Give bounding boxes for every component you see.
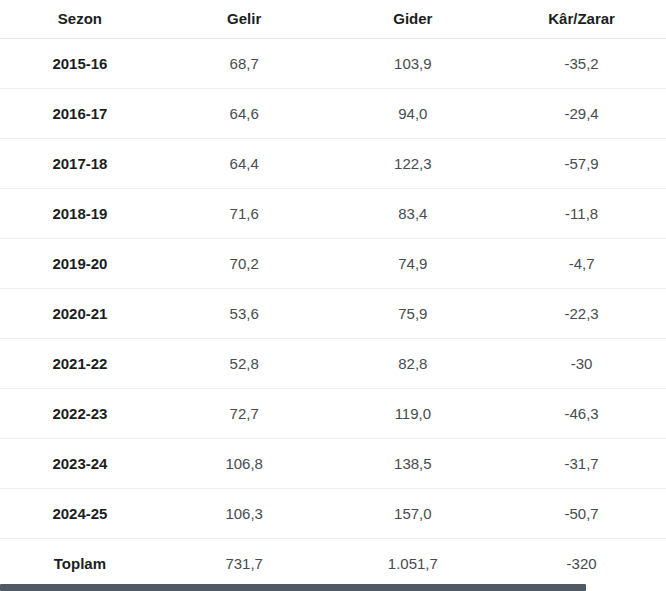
season-cell: 2015-16	[0, 39, 160, 89]
column-header-gider: Gider	[329, 0, 498, 39]
column-header-kar-zarar: Kâr/Zarar	[497, 0, 666, 39]
gelir-cell: 72,7	[160, 389, 329, 439]
finance-table: Sezon Gelir Gider Kâr/Zarar 2015-16 68,7…	[0, 0, 666, 588]
kar-zarar-cell: -11,8	[497, 189, 666, 239]
table-row: 2016-17 64,6 94,0 -29,4	[0, 89, 666, 139]
kar-zarar-cell: -4,7	[497, 239, 666, 289]
total-gelir-cell: 731,7	[160, 539, 329, 589]
gider-cell: 103,9	[329, 39, 498, 89]
season-cell: 2019-20	[0, 239, 160, 289]
table-row: 2020-21 53,6 75,9 -22,3	[0, 289, 666, 339]
table-row: 2019-20 70,2 74,9 -4,7	[0, 239, 666, 289]
gider-cell: 94,0	[329, 89, 498, 139]
table-row: 2022-23 72,7 119,0 -46,3	[0, 389, 666, 439]
gider-cell: 157,0	[329, 489, 498, 539]
gelir-cell: 64,4	[160, 139, 329, 189]
table-header: Sezon Gelir Gider Kâr/Zarar	[0, 0, 666, 39]
season-cell: 2022-23	[0, 389, 160, 439]
horizontal-scrollbar-thumb[interactable]	[0, 584, 586, 591]
gider-cell: 138,5	[329, 439, 498, 489]
gelir-cell: 71,6	[160, 189, 329, 239]
gelir-cell: 64,6	[160, 89, 329, 139]
kar-zarar-cell: -29,4	[497, 89, 666, 139]
kar-zarar-cell: -46,3	[497, 389, 666, 439]
kar-zarar-cell: -30	[497, 339, 666, 389]
season-cell: 2018-19	[0, 189, 160, 239]
gider-cell: 122,3	[329, 139, 498, 189]
table-row: 2024-25 106,3 157,0 -50,7	[0, 489, 666, 539]
gelir-cell: 53,6	[160, 289, 329, 339]
total-label-cell: Toplam	[0, 539, 160, 589]
gider-cell: 83,4	[329, 189, 498, 239]
gelir-cell: 70,2	[160, 239, 329, 289]
season-cell: 2021-22	[0, 339, 160, 389]
table-row: 2018-19 71,6 83,4 -11,8	[0, 189, 666, 239]
season-cell: 2016-17	[0, 89, 160, 139]
table-row: 2023-24 106,8 138,5 -31,7	[0, 439, 666, 489]
kar-zarar-cell: -22,3	[497, 289, 666, 339]
horizontal-scrollbar-track[interactable]	[0, 583, 666, 591]
gelir-cell: 68,7	[160, 39, 329, 89]
gelir-cell: 106,3	[160, 489, 329, 539]
season-cell: 2024-25	[0, 489, 160, 539]
column-header-gelir: Gelir	[160, 0, 329, 39]
gelir-cell: 106,8	[160, 439, 329, 489]
table-row: 2017-18 64,4 122,3 -57,9	[0, 139, 666, 189]
gider-cell: 74,9	[329, 239, 498, 289]
season-cell: 2023-24	[0, 439, 160, 489]
gelir-cell: 52,8	[160, 339, 329, 389]
season-cell: 2020-21	[0, 289, 160, 339]
kar-zarar-cell: -50,7	[497, 489, 666, 539]
gider-cell: 82,8	[329, 339, 498, 389]
table-row: 2021-22 52,8 82,8 -30	[0, 339, 666, 389]
table-body: 2015-16 68,7 103,9 -35,2 2016-17 64,6 94…	[0, 39, 666, 589]
table-row: 2015-16 68,7 103,9 -35,2	[0, 39, 666, 89]
header-row: Sezon Gelir Gider Kâr/Zarar	[0, 0, 666, 39]
total-kar-zarar-cell: -320	[497, 539, 666, 589]
kar-zarar-cell: -31,7	[497, 439, 666, 489]
table-row-total: Toplam 731,7 1.051,7 -320	[0, 539, 666, 589]
total-gider-cell: 1.051,7	[329, 539, 498, 589]
kar-zarar-cell: -35,2	[497, 39, 666, 89]
gider-cell: 75,9	[329, 289, 498, 339]
kar-zarar-cell: -57,9	[497, 139, 666, 189]
season-cell: 2017-18	[0, 139, 160, 189]
column-header-sezon: Sezon	[0, 0, 160, 39]
gider-cell: 119,0	[329, 389, 498, 439]
